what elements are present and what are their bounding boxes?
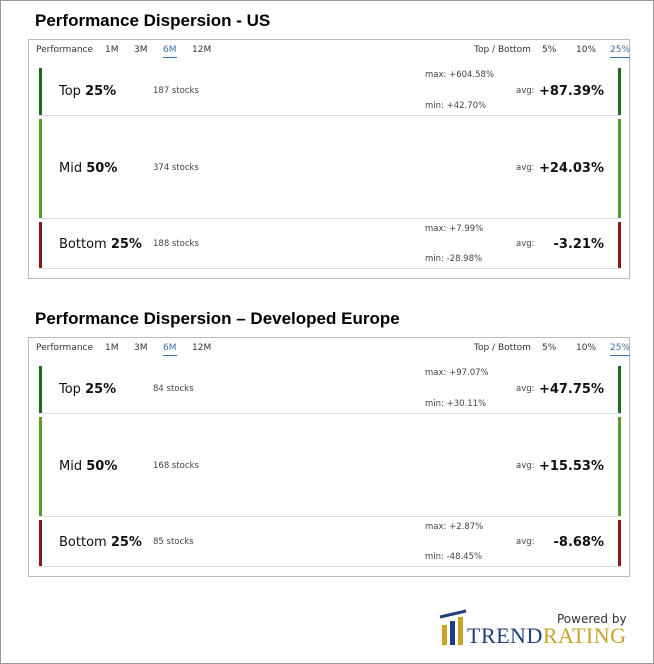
row-name: Top (59, 83, 81, 99)
min-value: min: -28.98% (425, 254, 483, 264)
avg-value: +87.39% (538, 83, 604, 99)
max-value: max: +7.99% (425, 224, 484, 234)
powered-by: Powered by (557, 612, 627, 626)
row-name: Top (59, 381, 81, 397)
max-value: max: +2.87% (425, 522, 484, 532)
percentile-tab[interactable]: 5% (542, 343, 557, 353)
row-bar-left (39, 520, 42, 566)
avg-value: -8.68% (553, 535, 605, 550)
group-label: Top / Bottom (474, 343, 531, 353)
min-value: min: +30.11% (425, 399, 487, 409)
period-tab[interactable]: 3M (134, 343, 148, 353)
row-pct: 25% (85, 83, 117, 99)
row-name: Mid (59, 458, 83, 474)
avg-label: avg: (516, 85, 535, 96)
dispersion-row: Mid 50% 374 stocks avg: +24.03% (39, 119, 621, 219)
period-tab[interactable]: 6M (163, 45, 177, 58)
row-bar-right (618, 222, 621, 268)
avg-value: +47.75% (538, 381, 604, 397)
row-bar-right (618, 119, 621, 218)
row-pct: 25% (85, 381, 117, 397)
period-tab[interactable]: 12M (192, 45, 212, 55)
tab-label: Performance (36, 343, 94, 353)
percentile-tab[interactable]: 25% (610, 45, 631, 58)
min-value: min: +42.70% (425, 101, 487, 111)
period-tab[interactable]: 12M (192, 343, 212, 353)
brand-b: RATING (542, 623, 627, 648)
avg-label: avg: (516, 162, 535, 173)
row-label: Mid 50% (59, 459, 117, 474)
min-value: min: -48.45% (425, 552, 483, 562)
row-pct: 50% (86, 458, 118, 474)
avg-label: avg: (516, 383, 535, 394)
dispersion-row: Mid 50% 168 stocks avg: +15.53% (39, 417, 621, 517)
row-bar-right (618, 366, 621, 413)
row-bar-right (618, 417, 621, 516)
row-bar-right (618, 68, 621, 115)
dispersion-row: Bottom 25% 188 stocks max: +7.99% min: -28.… (39, 222, 621, 269)
row-label: Top 25% (59, 382, 116, 397)
row-label: Bottom 25% (59, 237, 142, 252)
stocks-count: 85 stocks (153, 537, 194, 547)
percentile-tab[interactable]: 10% (576, 45, 597, 55)
row-name: Mid (59, 160, 83, 176)
row-bar-left (39, 68, 42, 115)
period-tab[interactable]: 1M (105, 45, 119, 55)
max-value: max: +604.58% (425, 70, 495, 80)
period-tab[interactable]: 1M (105, 343, 119, 353)
avg-value: +24.03% (538, 160, 604, 176)
period-tab[interactable]: 3M (134, 45, 148, 55)
panel-box: Performance 1M 3M 6M 12M Top / Bottom 5% 10% 25%… (28, 39, 631, 279)
percentile-tab[interactable]: 10% (576, 343, 597, 353)
max-value: max: +97.07% (425, 368, 489, 378)
percentile-tab[interactable]: 25% (610, 343, 631, 356)
row-bar-left (39, 366, 42, 413)
dispersion-row: Bottom 25% 85 stocks max: +2.87% min: -48.4… (39, 520, 621, 567)
brand: TRENDRATING (467, 623, 627, 649)
row-name: Bottom (59, 237, 107, 252)
avg-label: avg: (516, 239, 535, 249)
period-tab[interactable]: 6M (163, 343, 177, 356)
row-label: Top 25% (59, 84, 116, 99)
stocks-count: 188 stocks (153, 239, 199, 249)
row-pct: 25% (110, 535, 142, 550)
group-label: Top / Bottom (474, 45, 531, 55)
panel-box: Performance 1M 3M 6M 12M Top / Bottom 5% 10% 25%… (28, 337, 631, 577)
row-bar-left (39, 417, 42, 516)
avg-label: avg: (516, 537, 535, 547)
row-bar-left (39, 222, 42, 268)
row-label: Mid 50% (59, 161, 117, 176)
avg-label: avg: (516, 460, 535, 471)
tab-label: Performance (36, 45, 94, 55)
row-pct: 50% (86, 160, 118, 176)
percentile-tab[interactable]: 5% (542, 45, 557, 55)
dispersion-row: Top 25% 84 stocks max: +97.07% min: +30.11%… (39, 366, 621, 414)
avg-value: -3.21% (553, 237, 605, 252)
panel-title: Performance Dispersion - US (35, 11, 271, 30)
avg-value: +15.53% (538, 458, 604, 474)
panel-title: Performance Dispersion – Developed Europ… (35, 309, 400, 328)
row-bar-right (618, 520, 621, 566)
dispersion-row: Top 25% 187 stocks max: +604.58% min: +42.7… (39, 68, 621, 116)
row-name: Bottom (59, 535, 107, 550)
stocks-count: 168 stocks (153, 460, 199, 471)
stocks-count: 374 stocks (153, 162, 199, 173)
row-label: Bottom 25% (59, 535, 142, 550)
stocks-count: 84 stocks (153, 383, 194, 394)
row-bar-left (39, 119, 42, 218)
logo-icon (439, 609, 467, 645)
stocks-count: 187 stocks (153, 85, 199, 96)
brand-a: TREND (467, 623, 543, 648)
row-pct: 25% (110, 237, 142, 252)
